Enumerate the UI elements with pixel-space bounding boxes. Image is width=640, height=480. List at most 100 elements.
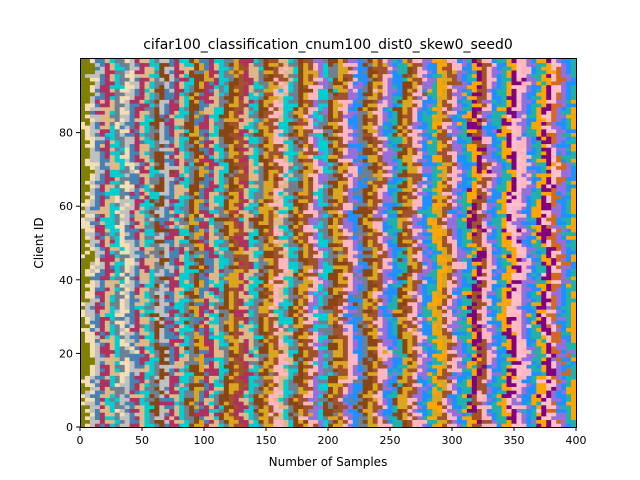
- heatmap-cell: [362, 379, 369, 384]
- heatmap-cell: [412, 353, 418, 358]
- heatmap-cell: [531, 371, 537, 376]
- heatmap-cell: [442, 371, 448, 376]
- heatmap-cell: [521, 386, 527, 391]
- heatmap-cell: [506, 305, 512, 310]
- heatmap-cell: [506, 338, 512, 343]
- heatmap-cell: [407, 346, 413, 351]
- heatmap-cell: [447, 272, 453, 277]
- heatmap-cell: [447, 386, 453, 391]
- heatmap-cell: [561, 312, 567, 317]
- heatmap-cell: [213, 243, 220, 248]
- heatmap-cell: [283, 254, 289, 259]
- heatmap-cell: [253, 327, 259, 332]
- heatmap-cell: [422, 364, 428, 369]
- heatmap-cell: [352, 338, 359, 343]
- heatmap-cell: [114, 272, 121, 277]
- heatmap-cell: [89, 261, 96, 266]
- heatmap-cell: [561, 357, 567, 362]
- heatmap-cell: [184, 393, 190, 398]
- heatmap-cell: [417, 401, 423, 406]
- heatmap-cell: [318, 243, 324, 248]
- heatmap-cell: [273, 342, 279, 347]
- heatmap-cell: [531, 349, 537, 354]
- heatmap-cell: [476, 243, 483, 248]
- heatmap-cell: [432, 312, 438, 317]
- heatmap-cell: [521, 323, 527, 329]
- heatmap-cell: [129, 294, 135, 299]
- heatmap-cell: [521, 327, 527, 332]
- heatmap-cell: [511, 298, 517, 303]
- heatmap-cell: [511, 276, 517, 281]
- heatmap-cell: [248, 283, 254, 288]
- heatmap-cell: [154, 423, 160, 428]
- heatmap-cell: [268, 368, 274, 373]
- heatmap-cell: [432, 390, 438, 395]
- heatmap-cell: [228, 323, 235, 329]
- heatmap-cell: [283, 250, 289, 255]
- heatmap-cell: [139, 393, 145, 398]
- heatmap-cell: [139, 323, 145, 329]
- heatmap-cell: [456, 379, 463, 384]
- heatmap-cell: [496, 265, 502, 270]
- heatmap-cell: [422, 279, 428, 284]
- heatmap-cell: [124, 283, 130, 288]
- heatmap-cell: [218, 401, 225, 406]
- heatmap-cell: [80, 360, 86, 365]
- heatmap-cell: [491, 323, 498, 329]
- heatmap-cell: [218, 246, 225, 251]
- heatmap-cell: [233, 265, 240, 270]
- heatmap-cell: [466, 276, 473, 281]
- heatmap-cell: [199, 342, 205, 347]
- heatmap-cell: [556, 254, 562, 259]
- heatmap-cell: [501, 357, 507, 362]
- heatmap-cell: [298, 312, 304, 317]
- heatmap-cell: [511, 246, 517, 251]
- heatmap-cell: [303, 320, 309, 325]
- heatmap-cell: [377, 371, 383, 376]
- heatmap-cell: [94, 294, 101, 299]
- heatmap-cell: [199, 283, 205, 288]
- heatmap-cell: [273, 357, 279, 362]
- heatmap-cell: [174, 268, 180, 273]
- heatmap-cell: [461, 312, 468, 317]
- heatmap-cell: [89, 386, 96, 391]
- heatmap-cell: [342, 316, 349, 321]
- heatmap-cell: [541, 320, 547, 325]
- heatmap-cell: [248, 371, 254, 376]
- heatmap-cell: [313, 382, 319, 387]
- heatmap-cell: [189, 404, 195, 409]
- heatmap-cell: [233, 386, 240, 391]
- heatmap-cell: [238, 323, 245, 329]
- heatmap-cell: [427, 290, 433, 295]
- heatmap-cell: [437, 246, 443, 251]
- heatmap-cell: [80, 357, 86, 362]
- heatmap-cell: [481, 327, 488, 332]
- heatmap-cell: [278, 375, 284, 380]
- heatmap-cell: [174, 419, 180, 424]
- heatmap-cell: [323, 323, 329, 329]
- heatmap-cell: [496, 287, 502, 292]
- heatmap-cell: [129, 283, 135, 288]
- heatmap-cell: [298, 423, 304, 428]
- heatmap-cell: [362, 401, 369, 406]
- heatmap-cell: [253, 246, 259, 251]
- heatmap-cell: [536, 386, 542, 391]
- heatmap-cell: [496, 250, 502, 255]
- heatmap-cell: [213, 301, 220, 306]
- heatmap-cell: [298, 342, 304, 347]
- heatmap-cell: [293, 335, 299, 340]
- heatmap-cell: [476, 364, 483, 369]
- heatmap-cell: [491, 360, 498, 365]
- heatmap-cell: [164, 254, 170, 259]
- heatmap-cell: [189, 272, 195, 277]
- heatmap-cell: [263, 349, 269, 354]
- heatmap-cell: [208, 360, 215, 365]
- heatmap-cell: [199, 301, 205, 306]
- heatmap-cell: [80, 254, 86, 259]
- heatmap-cell: [139, 257, 145, 262]
- heatmap-cell: [372, 316, 378, 321]
- heatmap-cell: [184, 246, 190, 251]
- heatmap-cell: [511, 261, 517, 266]
- heatmap-cell: [397, 346, 403, 351]
- heatmap-cell: [332, 283, 339, 288]
